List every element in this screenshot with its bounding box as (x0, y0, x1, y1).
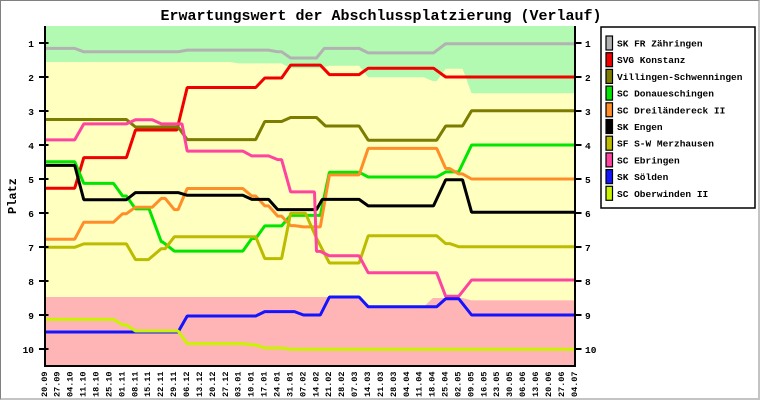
svg-text:30.05: 30.05 (505, 371, 515, 397)
svg-text:SVG Konstanz: SVG Konstanz (617, 55, 685, 66)
svg-text:21.03: 21.03 (376, 371, 386, 397)
svg-text:Villingen-Schwenningen: Villingen-Schwenningen (617, 72, 743, 83)
svg-text:21.02: 21.02 (324, 371, 334, 397)
svg-text:06.06: 06.06 (518, 371, 528, 397)
svg-text:28.02: 28.02 (337, 371, 347, 397)
svg-text:SF S-W Merzhausen: SF S-W Merzhausen (617, 139, 714, 150)
svg-text:3: 3 (28, 107, 34, 118)
svg-text:4: 4 (28, 141, 34, 152)
svg-text:23.05: 23.05 (492, 371, 502, 397)
svg-text:SC Oberwinden II: SC Oberwinden II (617, 189, 708, 200)
svg-text:8: 8 (28, 277, 34, 288)
svg-text:8: 8 (585, 277, 591, 288)
svg-text:7: 7 (28, 243, 34, 254)
svg-text:10.01: 10.01 (247, 371, 257, 397)
svg-text:04.07: 04.07 (570, 371, 580, 397)
svg-text:07.02: 07.02 (298, 371, 308, 397)
svg-text:6: 6 (28, 209, 34, 220)
svg-text:13.06: 13.06 (531, 371, 541, 397)
svg-text:SC Donaueschingen: SC Donaueschingen (617, 89, 714, 100)
svg-text:07.03: 07.03 (350, 371, 360, 397)
svg-text:08.11: 08.11 (130, 371, 140, 397)
svg-text:06.12: 06.12 (182, 371, 192, 397)
svg-text:7: 7 (585, 243, 591, 254)
svg-text:27.09: 27.09 (53, 371, 63, 397)
svg-text:SK FR Zähringen: SK FR Zähringen (617, 39, 703, 50)
svg-text:15.11: 15.11 (143, 371, 153, 397)
svg-text:01.11: 01.11 (117, 371, 127, 397)
svg-text:09.05: 09.05 (466, 371, 476, 397)
svg-text:Platz: Platz (6, 178, 20, 214)
svg-text:9: 9 (28, 311, 34, 322)
svg-text:5: 5 (28, 175, 34, 186)
svg-text:SK Sölden: SK Sölden (617, 172, 669, 183)
svg-text:6: 6 (585, 209, 591, 220)
svg-text:29.11: 29.11 (169, 371, 179, 397)
svg-text:25.10: 25.10 (104, 371, 114, 397)
svg-text:3: 3 (585, 107, 591, 118)
svg-text:20.12: 20.12 (208, 371, 218, 397)
svg-text:03.01: 03.01 (234, 371, 244, 397)
svg-text:24.01: 24.01 (273, 371, 283, 397)
svg-text:9: 9 (585, 311, 591, 322)
svg-text:25.04: 25.04 (441, 371, 451, 397)
svg-text:04.04: 04.04 (402, 371, 412, 397)
svg-text:31.01: 31.01 (285, 371, 295, 397)
svg-text:2: 2 (585, 73, 591, 84)
svg-text:28.03: 28.03 (389, 371, 399, 397)
svg-text:18.04: 18.04 (428, 371, 438, 397)
svg-text:14.03: 14.03 (363, 371, 373, 397)
svg-text:17.01: 17.01 (260, 371, 270, 397)
svg-text:27.06: 27.06 (557, 371, 567, 397)
svg-text:22.11: 22.11 (156, 371, 166, 397)
svg-text:16.05: 16.05 (479, 371, 489, 397)
svg-text:11.10: 11.10 (79, 371, 89, 397)
svg-text:18.10: 18.10 (92, 371, 102, 397)
svg-text:13.12: 13.12 (195, 371, 205, 397)
svg-text:1: 1 (28, 39, 34, 50)
svg-text:Erwartungswert der Abschlusspl: Erwartungswert der Abschlussplatzierung … (160, 8, 601, 25)
svg-text:20.09: 20.09 (40, 371, 50, 397)
svg-text:SC Dreiländereck II: SC Dreiländereck II (617, 105, 725, 116)
svg-text:14.02: 14.02 (311, 371, 321, 397)
svg-text:5: 5 (585, 175, 591, 186)
svg-text:10: 10 (585, 345, 597, 356)
svg-text:11.04: 11.04 (415, 371, 425, 397)
svg-text:1: 1 (585, 39, 591, 50)
svg-text:2: 2 (28, 73, 34, 84)
svg-text:27.12: 27.12 (221, 371, 231, 397)
svg-text:4: 4 (585, 141, 591, 152)
svg-text:20.06: 20.06 (544, 371, 554, 397)
svg-text:04.10: 04.10 (66, 371, 76, 397)
svg-text:SK Engen: SK Engen (617, 122, 663, 133)
svg-text:10: 10 (23, 345, 35, 356)
svg-text:SC Ebringen: SC Ebringen (617, 155, 680, 166)
svg-text:02.05: 02.05 (454, 371, 464, 397)
